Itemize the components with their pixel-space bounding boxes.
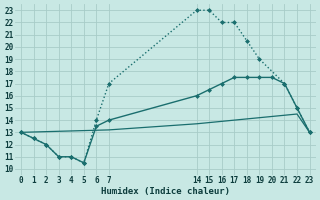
X-axis label: Humidex (Indice chaleur): Humidex (Indice chaleur) [101, 187, 230, 196]
